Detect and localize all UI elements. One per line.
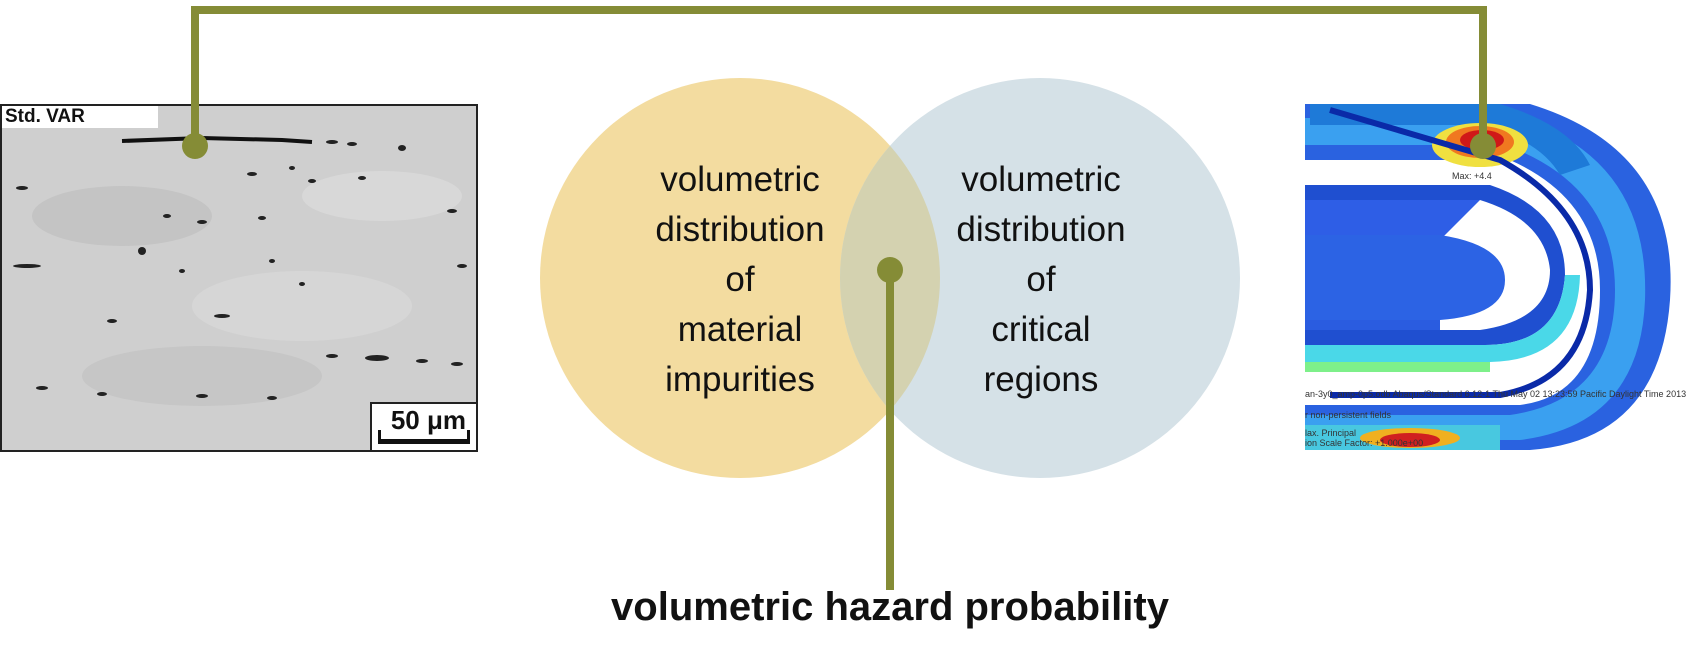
venn-right-line-2: distribution — [956, 210, 1126, 249]
venn-left-line-3: of — [725, 260, 755, 299]
micrograph-texture — [2, 106, 476, 450]
fea-footer-line2: r non-persistent fields — [1305, 410, 1392, 420]
scale-bar-label: 50 μm — [390, 405, 466, 435]
venn-right-text: volumetric distribution of critical regi… — [926, 155, 1156, 405]
venn-left-line-4: material — [677, 310, 803, 349]
venn-circle-impurities — [540, 78, 940, 478]
venn-right-line-1: volumetric — [961, 160, 1121, 199]
fea-max-label: Max: +4.4 — [1452, 171, 1492, 181]
venn-right-line-4: critical — [991, 310, 1091, 349]
venn-left-line-2: distribution — [655, 210, 825, 249]
micrograph-image: Std. VAR 50 μm — [0, 104, 478, 452]
venn-right-line-3: of — [1026, 260, 1056, 299]
venn-left-line-5: impurities — [665, 360, 815, 399]
hazard-probability-label: volumetric hazard probability — [611, 585, 1169, 629]
venn-left-line-1: volumetric — [660, 160, 820, 199]
fea-footer-line4: ion Scale Factor: +1.000e+00 — [1305, 438, 1424, 448]
micrograph-label: Std. VAR — [2, 106, 158, 128]
fea-stress-plot — [1305, 104, 1700, 454]
venn-right-line-5: regions — [983, 360, 1099, 399]
scale-bar — [378, 430, 470, 444]
fea-footer-line3: lax. Principal — [1305, 428, 1357, 438]
venn-circle-critical-regions — [840, 78, 1240, 478]
fea-footer-line1: an-3y0_amp-0p5.odb Abaqus/Standard 6.12-… — [1305, 389, 1687, 399]
venn-left-text: volumetric distribution of material impu… — [625, 155, 855, 405]
